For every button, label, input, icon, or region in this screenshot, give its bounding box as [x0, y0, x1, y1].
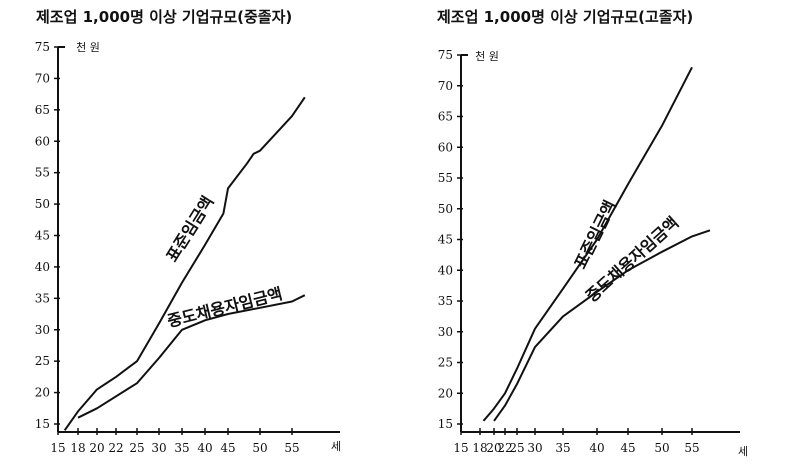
- chart-title-right: 제조업 1,000명 이상 기업규모(고졸자): [437, 8, 694, 26]
- x-tick-label: 25: [509, 441, 524, 455]
- y-tick-label: 70: [35, 71, 50, 85]
- series-line-standard-wage: [482, 66, 693, 422]
- x-tick-label: 15: [453, 441, 468, 455]
- y-tick-label: 30: [35, 323, 50, 337]
- x-tick-label: 45: [620, 441, 635, 455]
- y-tick-label: 60: [35, 134, 50, 148]
- y-tick-label: 65: [438, 110, 453, 124]
- x-tick-label: 35: [555, 441, 570, 455]
- y-tick-label: 25: [438, 356, 453, 370]
- y-tick-label: 15: [438, 417, 453, 431]
- x-tick-label: 25: [129, 441, 144, 455]
- x-tick-label: 18: [472, 441, 487, 455]
- y-tick-label: 25: [35, 354, 50, 368]
- y-tick-label: 55: [35, 166, 50, 180]
- x-tick-label: 55: [684, 441, 699, 455]
- y-tick-label: 30: [438, 325, 453, 339]
- series-line-mid-career-wage: [77, 294, 306, 419]
- y-tick-label: 65: [35, 103, 50, 117]
- y-tick-label: 40: [438, 263, 453, 277]
- y-tick-label: 40: [35, 260, 50, 274]
- x-tick-label: 18: [70, 441, 85, 455]
- y-tick-label: 55: [438, 171, 453, 185]
- y-tick-label: 35: [438, 294, 453, 308]
- y-tick-label: 20: [35, 386, 50, 400]
- x-tick-label: 30: [527, 441, 542, 455]
- x-tick-label: 20: [89, 441, 104, 455]
- y-tick-label: 75: [35, 40, 50, 54]
- series-label-standard-wage: 표준임금액: [162, 193, 217, 265]
- x-tick-label: 50: [252, 441, 267, 455]
- y-tick-label: 50: [438, 202, 453, 216]
- y-tick-label: 45: [35, 229, 50, 243]
- x-tick-label: 50: [654, 441, 669, 455]
- series-line-mid-career-wage: [493, 229, 711, 422]
- y-tick-label: 60: [438, 140, 453, 154]
- x-tick-label: 55: [284, 441, 299, 455]
- x-tick-label: 35: [174, 441, 189, 455]
- series-line-standard-wage: [63, 96, 306, 431]
- y-tick-label: 15: [35, 417, 50, 431]
- y-unit-label: 천 원: [76, 40, 100, 54]
- x-tick-label: 45: [220, 441, 235, 455]
- y-tick-label: 45: [438, 233, 453, 247]
- y-tick-label: 50: [35, 197, 50, 211]
- x-tick-label: 30: [151, 441, 166, 455]
- x-tick-label: 40: [589, 441, 604, 455]
- series-label-standard-wage: 표준임금액: [571, 197, 620, 271]
- y-tick-label: 75: [438, 48, 453, 62]
- y-tick-label: 20: [438, 386, 453, 400]
- y-tick-label: 35: [35, 291, 50, 305]
- y-unit-label: 천 원: [475, 49, 499, 63]
- x-unit-label: 세: [331, 440, 341, 453]
- chart-title-left: 제조업 1,000명 이상 기업규모(중졸자): [36, 8, 293, 26]
- x-tick-label: 20: [486, 441, 501, 455]
- x-unit-label: 세: [738, 445, 748, 458]
- x-tick-label: 15: [50, 441, 65, 455]
- x-tick-label: 22: [108, 441, 123, 455]
- x-tick-label: 40: [197, 441, 212, 455]
- y-tick-label: 70: [438, 79, 453, 93]
- x-tick-label: 22: [497, 441, 512, 455]
